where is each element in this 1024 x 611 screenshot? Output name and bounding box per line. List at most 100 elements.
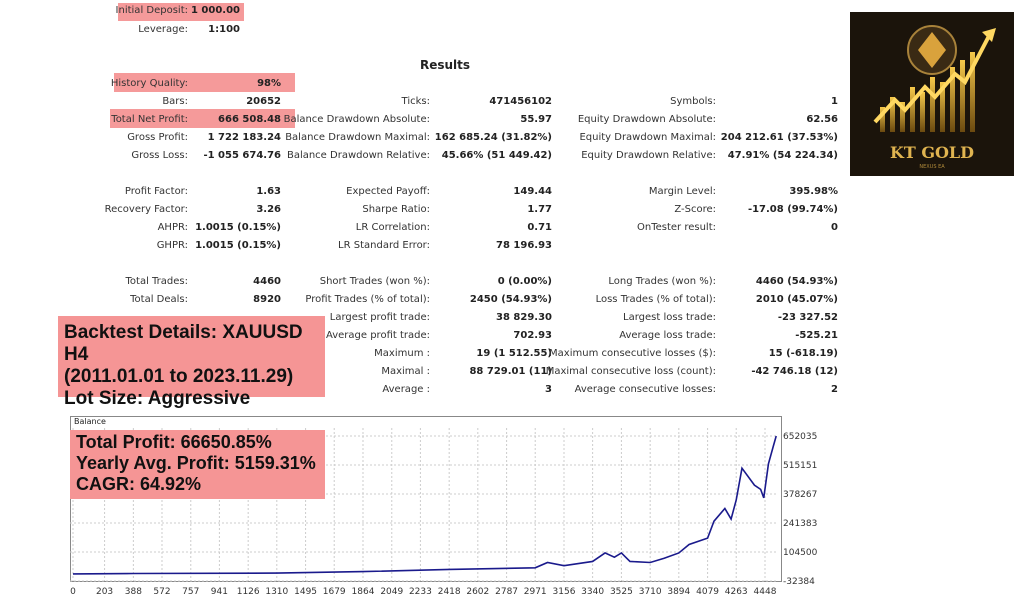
stat-value: 55.97 xyxy=(520,114,552,125)
stat-value: 78 196.93 xyxy=(496,240,552,251)
chart-title: Balance xyxy=(74,417,106,426)
header-value: 1 000.00 xyxy=(190,5,240,16)
stat-label: Maximal : xyxy=(381,366,430,377)
stat-value: 1.63 xyxy=(256,186,281,197)
stat-label: Margin Level: xyxy=(648,186,716,197)
stat-value: -23 327.52 xyxy=(777,312,838,323)
stat-value: 1 xyxy=(831,96,838,107)
kt-gold-logo: KT GOLD NEXUS EA xyxy=(850,12,1014,176)
x-tick-label: 2787 xyxy=(495,587,518,597)
stat-value: 2450 (54.93%) xyxy=(469,294,552,305)
stat-label: Average loss trade: xyxy=(619,330,716,341)
stat-value: 1.77 xyxy=(527,204,552,215)
note-line: Lot Size: Aggressive xyxy=(64,388,251,409)
stat-value: 2 xyxy=(831,384,838,395)
stat-value: 20652 xyxy=(246,96,281,107)
note-line: (2011.01.01 to 2023.11.29) xyxy=(64,366,294,387)
balance-line xyxy=(72,435,777,575)
x-tick-label: 1126 xyxy=(237,587,260,597)
stat-value: 0 (0.00%) xyxy=(497,276,552,287)
x-tick-label: 3894 xyxy=(667,587,690,597)
stat-label: Equity Drawdown Absolute: xyxy=(577,114,716,125)
stat-label: Largest profit trade: xyxy=(329,312,430,323)
results-title: Results xyxy=(419,58,471,72)
stat-label: Bars: xyxy=(162,96,188,107)
stat-label: Total Deals: xyxy=(130,294,188,305)
stat-value: 1.0015 (0.15%) xyxy=(195,240,281,251)
stat-value: 702.93 xyxy=(513,330,552,341)
stat-value: 47.91% (54 224.34) xyxy=(727,150,838,161)
x-tick-label: 388 xyxy=(125,587,142,597)
stat-label: Total Trades: xyxy=(125,276,189,287)
header-label: Initial Deposit: xyxy=(115,5,188,16)
note-line: Total Profit: 66650.85% xyxy=(76,432,272,452)
x-tick-label: 4448 xyxy=(754,587,777,597)
x-tick-label: 3525 xyxy=(610,587,633,597)
stat-value: 98% xyxy=(257,78,281,89)
header-label: Leverage: xyxy=(138,24,188,35)
x-tick-label: 0 xyxy=(70,587,76,597)
y-tick-label: 515151 xyxy=(783,461,817,471)
x-tick-label: 3710 xyxy=(639,587,662,597)
stat-label: Equity Drawdown Relative: xyxy=(581,150,716,161)
header-value: 1:100 xyxy=(208,24,240,35)
x-tick-label: 941 xyxy=(211,587,228,597)
stat-value: 0 xyxy=(831,222,838,233)
stat-value: 2010 (45.07%) xyxy=(755,294,838,305)
stat-value: 162 685.24 (31.82%) xyxy=(434,132,552,143)
stat-value: 62.56 xyxy=(806,114,838,125)
y-tick-label: 241383 xyxy=(783,519,817,529)
stat-label: Balance Drawdown Maximal: xyxy=(285,132,430,143)
stat-label: Largest loss trade: xyxy=(623,312,716,323)
x-tick-label: 3156 xyxy=(553,587,576,597)
stat-value: 19 (1 512.55) xyxy=(476,348,552,359)
x-tick-label: 757 xyxy=(182,587,199,597)
x-tick-label: 4079 xyxy=(696,587,719,597)
x-tick-label: 1495 xyxy=(294,587,317,597)
svg-text:KT GOLD: KT GOLD xyxy=(890,143,974,162)
x-tick-label: 3340 xyxy=(581,587,604,597)
backtest-details-note: Backtest Details: XAUUSD H4 (2011.01.01 … xyxy=(58,316,325,409)
highlight-box xyxy=(114,73,295,92)
y-tick-label: 652035 xyxy=(783,432,817,442)
y-tick-label: 104500 xyxy=(783,548,818,558)
stat-label: Maximal consecutive loss (count): xyxy=(545,366,716,377)
stat-label: Average : xyxy=(382,384,430,395)
stat-value: 204 212.61 (37.53%) xyxy=(720,132,838,143)
stat-label: Ticks: xyxy=(401,96,430,107)
stat-label: GHPR: xyxy=(156,240,188,251)
stat-label: History Quality: xyxy=(110,78,188,89)
stat-label: OnTester result: xyxy=(636,222,716,233)
stat-value: 395.98% xyxy=(789,186,838,197)
stat-value: -1 055 674.76 xyxy=(203,150,281,161)
stat-label: Long Trades (won %): xyxy=(608,276,716,287)
stat-label: Average consecutive losses: xyxy=(574,384,716,395)
x-tick-label: 1679 xyxy=(323,587,346,597)
stat-label: Gross Loss: xyxy=(131,150,188,161)
stat-value: -42 746.18 (12) xyxy=(751,366,838,377)
stat-label: LR Correlation: xyxy=(355,222,430,233)
stat-label: Sharpe Ratio: xyxy=(362,204,430,215)
x-tick-label: 1310 xyxy=(265,587,288,597)
stat-label: Z-Score: xyxy=(674,204,716,215)
stat-value: 0.71 xyxy=(527,222,552,233)
chart-profit-note: Total Profit: 66650.85% Yearly Avg. Prof… xyxy=(70,430,325,499)
stat-value: -525.21 xyxy=(795,330,838,341)
stat-label: Expected Payoff: xyxy=(346,186,430,197)
y-tick-label: 378267 xyxy=(783,490,817,500)
stat-value: 3 xyxy=(545,384,552,395)
stat-value: 15 (-618.19) xyxy=(768,348,838,359)
stat-label: Maximum : xyxy=(374,348,430,359)
stat-label: Symbols: xyxy=(670,96,716,107)
stat-label: Gross Profit: xyxy=(127,132,188,143)
x-tick-label: 2049 xyxy=(380,587,403,597)
x-tick-label: 1864 xyxy=(352,587,375,597)
stat-label: Equity Drawdown Maximal: xyxy=(579,132,716,143)
stat-label: Loss Trades (% of total): xyxy=(595,294,716,305)
stat-label: Recovery Factor: xyxy=(104,204,188,215)
stat-value: 4460 xyxy=(253,276,281,287)
x-tick-label: 2418 xyxy=(438,587,461,597)
note-line: CAGR: 64.92% xyxy=(76,474,202,494)
stat-label: Short Trades (won %): xyxy=(319,276,430,287)
stat-value: 38 829.30 xyxy=(496,312,552,323)
